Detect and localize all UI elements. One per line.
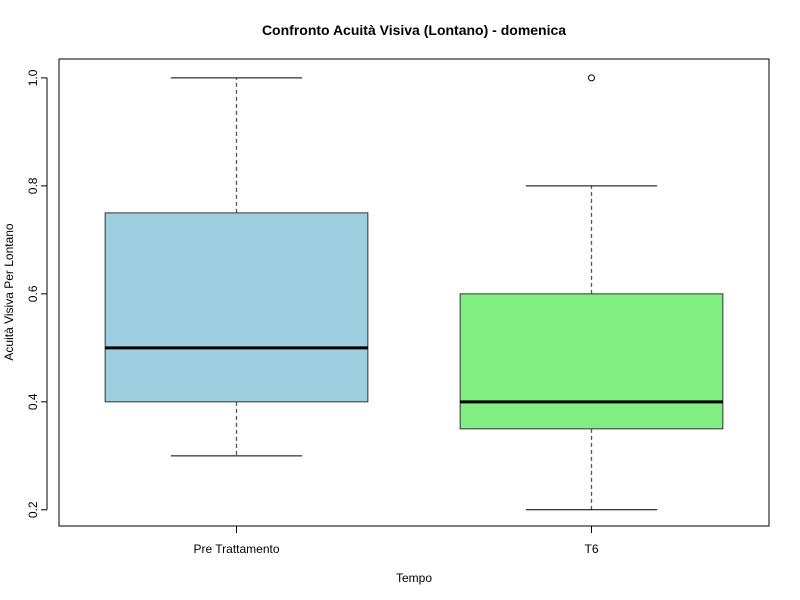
chart-title: Confronto Acuità Visiva (Lontano) - dome…: [262, 22, 566, 38]
y-tick-label: 1.0: [26, 69, 40, 86]
x-tick-label: Pre Trattamento: [193, 542, 279, 556]
x-axis-title: Tempo: [396, 571, 432, 585]
box-0: [104, 77, 369, 457]
y-tick-label: 0.8: [26, 177, 40, 194]
y-axis: 0.2 0.4 0.6 0.8 1.0: [26, 69, 48, 518]
iqr-box: [104, 212, 369, 403]
iqr-box: [459, 293, 724, 430]
box-1: [459, 74, 724, 511]
y-tick-label: 0.2: [26, 501, 40, 518]
y-tick-label: 0.6: [26, 285, 40, 302]
y-axis-title: Acuità Visiva Per Lontano: [2, 223, 16, 361]
x-axis: Pre Trattamento T6: [193, 525, 599, 556]
y-tick-label: 0.4: [26, 393, 40, 410]
x-tick-label: T6: [584, 542, 598, 556]
boxes-layer: [104, 74, 724, 511]
outlier-point: [588, 74, 595, 82]
